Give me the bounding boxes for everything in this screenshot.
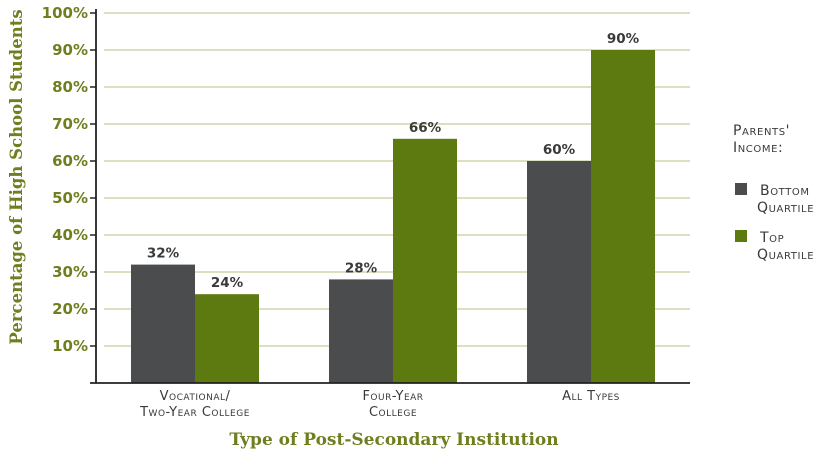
bar bbox=[131, 264, 195, 383]
x-category-label: All Types bbox=[562, 389, 620, 404]
data-label: 66% bbox=[409, 120, 442, 136]
x-category-labels: Vocational/Two-Year College Four-YearColl… bbox=[139, 389, 620, 420]
bar bbox=[527, 161, 591, 383]
y-tick-label: 60% bbox=[52, 152, 88, 170]
axes bbox=[90, 9, 690, 384]
data-labels: 32% 24% 28% 66% 60% 90% bbox=[147, 31, 640, 291]
data-label: 60% bbox=[543, 142, 576, 158]
bar bbox=[591, 50, 655, 383]
legend-title: Parents' bbox=[733, 123, 790, 139]
x-category-label: College bbox=[369, 405, 417, 420]
data-label: 24% bbox=[211, 275, 244, 291]
data-label: 90% bbox=[607, 31, 640, 47]
legend-title: Income: bbox=[733, 140, 783, 156]
y-tick-label: 100% bbox=[42, 4, 88, 22]
x-axis-title: Type of Post-Secondary Institution bbox=[229, 430, 558, 450]
data-label: 28% bbox=[345, 260, 378, 276]
y-tick-label: 40% bbox=[52, 226, 88, 244]
data-label: 32% bbox=[147, 246, 180, 262]
legend-label: Bottom bbox=[760, 183, 810, 199]
x-category-label: Vocational/ bbox=[160, 389, 231, 404]
bar bbox=[329, 279, 393, 383]
y-tick-label: 20% bbox=[52, 300, 88, 318]
y-tick-label: 50% bbox=[52, 189, 88, 207]
legend-swatch bbox=[735, 183, 747, 195]
y-tick-label: 90% bbox=[52, 41, 88, 59]
legend-swatch bbox=[735, 230, 747, 242]
legend-label: Quartile bbox=[757, 200, 814, 216]
x-category-label: Four-Year bbox=[362, 389, 423, 404]
x-category-label: Two-Year College bbox=[139, 405, 250, 420]
y-tick-label: 70% bbox=[52, 115, 88, 133]
y-axis-title: Percentage of High School Students bbox=[7, 9, 26, 344]
y-tick-label: 10% bbox=[52, 337, 88, 355]
bar bbox=[195, 294, 259, 383]
bars bbox=[131, 50, 655, 383]
y-tick-labels: 10% 20% 30% 40% 50% 60% 70% 80% 90% 100% bbox=[42, 4, 88, 355]
y-tick-label: 80% bbox=[52, 78, 88, 96]
legend-label: Top bbox=[759, 230, 784, 246]
legend-label: Quartile bbox=[757, 247, 814, 263]
bar bbox=[393, 138, 457, 383]
y-tick-label: 30% bbox=[52, 263, 88, 281]
